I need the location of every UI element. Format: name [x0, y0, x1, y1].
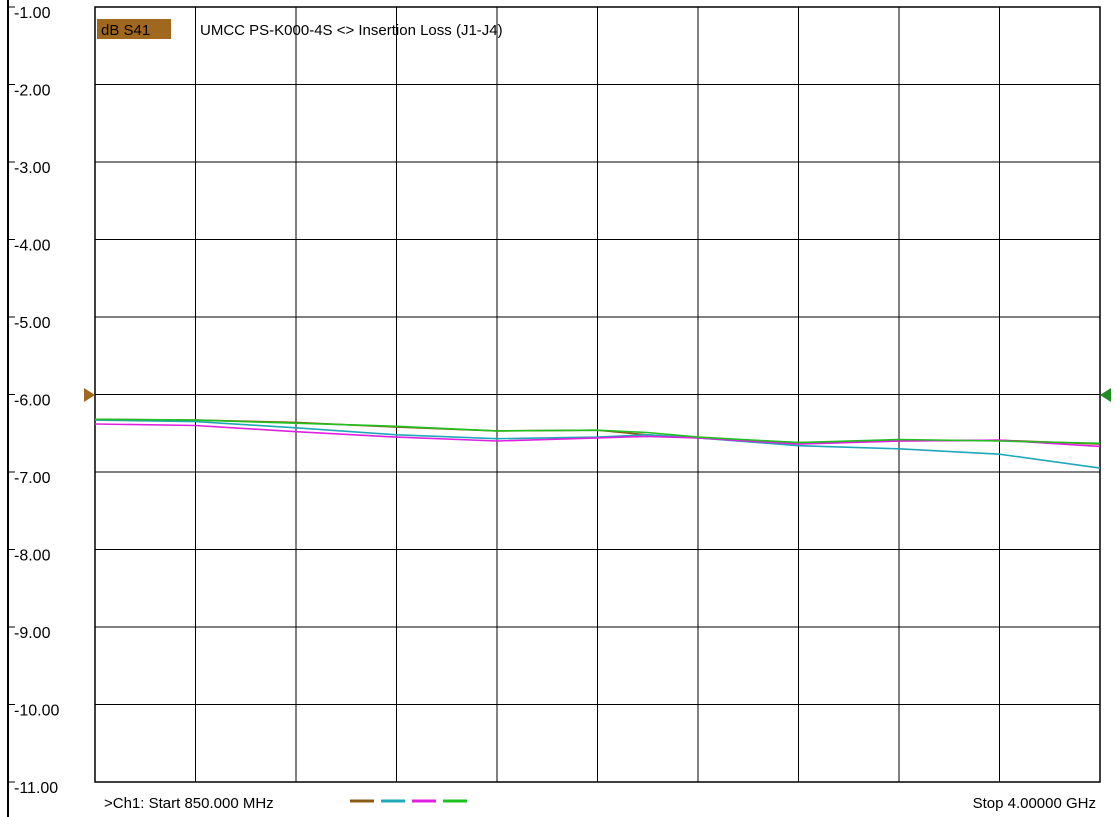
start-frequency-label: >Ch1: Start 850.000 MHz	[104, 795, 274, 812]
series	[94, 418, 1101, 469]
y-tick-label: -4.00	[14, 238, 51, 255]
y-tick-label: -9.00	[14, 625, 51, 642]
grid	[95, 7, 1100, 782]
y-tick-label: -8.00	[14, 548, 51, 565]
series-line-4	[94, 418, 1101, 445]
reference-marker-left-icon	[84, 388, 95, 402]
y-tick-label: -11.00	[14, 780, 58, 797]
y-tick-label: -7.00	[14, 470, 51, 487]
stop-frequency-label: Stop 4.00000 GHz	[973, 795, 1096, 812]
reference-marker-right-icon	[1100, 388, 1111, 402]
trace-label-background	[97, 19, 171, 39]
trace-label: dB S41	[101, 22, 150, 39]
series-line-2	[94, 419, 1101, 469]
y-tick-label: -6.00	[14, 393, 51, 410]
chart-title: UMCC PS-K000-4S <> Insertion Loss (J1-J4…	[200, 22, 503, 39]
y-tick-label: -3.00	[14, 160, 51, 177]
y-axis-ticks: -1.00 -2.00 -3.00 -4.00 -5.00 -6.00 -7.00 -8.00…	[8, 5, 59, 797]
y-tick-label: -5.00	[14, 315, 51, 332]
y-tick-label: -1.00	[14, 5, 51, 22]
y-tick-label: -10.00	[14, 703, 59, 720]
y-tick-label: -2.00	[14, 83, 51, 100]
series-line-3	[94, 423, 1101, 448]
